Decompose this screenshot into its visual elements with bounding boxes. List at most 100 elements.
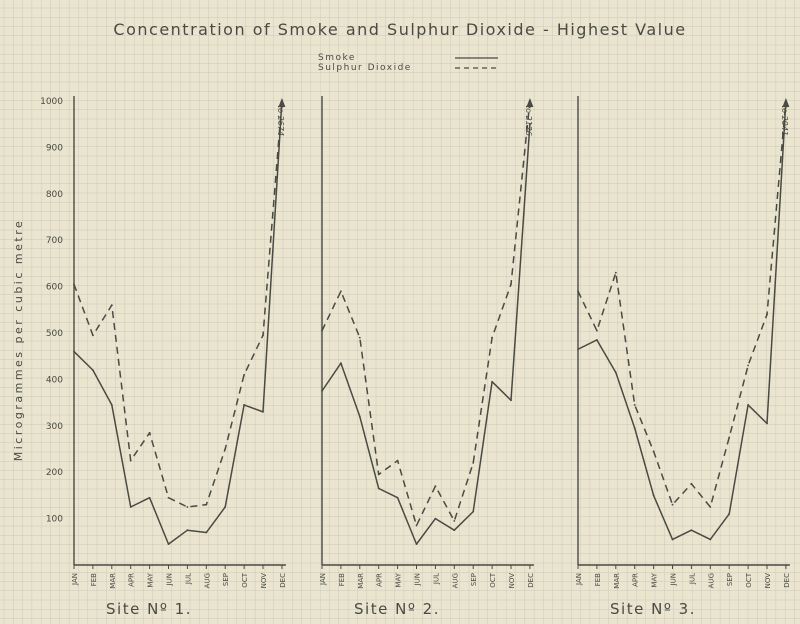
x-tick-label: DEC — [783, 573, 791, 588]
point-smoke — [709, 538, 712, 541]
series-line-smoke — [321, 124, 531, 545]
point-smoke — [129, 506, 132, 508]
x-tick-label: DEC — [527, 573, 535, 588]
point-sulphur-dioxide — [262, 334, 264, 337]
point-sulphur-dioxide — [358, 336, 361, 339]
y-tick-label: 800 — [46, 190, 63, 200]
y-tick-label: 400 — [46, 375, 63, 385]
series-line-smoke — [577, 100, 787, 541]
x-tick-label: MAR — [109, 573, 117, 589]
x-tick-label: JUL — [688, 573, 696, 585]
x-tick-label: JUL — [432, 573, 440, 585]
panel-title: Site Nº 3. — [610, 600, 696, 618]
legend-label-sulphur-dioxide: Sulphur Dioxide — [318, 63, 412, 73]
point-sulphur-dioxide — [577, 290, 579, 293]
point-sulphur-dioxide — [434, 485, 437, 488]
point-sulphur-dioxide — [129, 459, 132, 462]
x-tick-label: DEC — [279, 573, 287, 588]
point-sulphur-dioxide — [633, 404, 636, 406]
point-smoke — [614, 371, 617, 374]
x-tick-label: APR — [128, 573, 136, 587]
point-smoke — [396, 496, 399, 499]
x-tick-label: OCT — [489, 572, 497, 587]
point-smoke — [728, 513, 731, 515]
x-tick-label: SEP — [222, 573, 230, 586]
point-sulphur-dioxide — [321, 329, 323, 332]
point-sulphur-dioxide — [652, 450, 655, 453]
point-smoke — [262, 410, 264, 413]
point-smoke — [747, 404, 749, 406]
panels: JAN FEB MAR APR MAY JUN JUL AUG SEP OCT NOV DEC to 2… — [71, 96, 791, 618]
point-smoke — [377, 487, 380, 490]
y-tick-label: 100 — [46, 515, 63, 525]
x-tick-label: MAY — [395, 572, 403, 587]
panel-site-1: JAN FEB MAR APR MAY JUN JUL AUG SEP OCT NOV DEC to 2… — [71, 96, 287, 618]
off-scale-annotation: to 2126 — [524, 105, 533, 136]
x-tick-label: APR — [376, 573, 384, 587]
point-smoke — [243, 404, 246, 406]
y-tick-label: 900 — [46, 143, 63, 153]
point-smoke — [596, 339, 598, 341]
point-smoke — [321, 390, 323, 392]
x-tick-label: SEP — [726, 573, 734, 586]
point-smoke — [472, 510, 475, 513]
point-smoke — [167, 543, 170, 546]
point-smoke — [491, 380, 493, 383]
x-tick-label: JUN — [414, 573, 422, 586]
x-tick-label: SEP — [470, 573, 478, 586]
x-tick-label: JUL — [184, 573, 192, 585]
x-tick-label: FEB — [90, 573, 98, 586]
off-scale-arrow — [782, 98, 790, 107]
point-sulphur-dioxide — [747, 364, 749, 367]
point-smoke — [148, 496, 151, 499]
x-tick-label: JAN — [575, 573, 583, 586]
point-sulphur-dioxide — [510, 283, 512, 286]
point-smoke — [358, 415, 361, 418]
point-sulphur-dioxide — [167, 496, 170, 499]
point-smoke — [186, 529, 189, 532]
x-tick-label: APR — [632, 573, 640, 587]
point-sulphur-dioxide — [690, 482, 693, 485]
x-tick-label: OCT — [745, 572, 753, 587]
point-smoke — [652, 494, 655, 497]
point-sulphur-dioxide — [472, 462, 475, 464]
point-sulphur-dioxide — [340, 290, 342, 293]
series-line-smoke — [73, 100, 283, 545]
x-tick-label: JUN — [166, 573, 174, 586]
legend: Smoke Sulphur Dioxide — [318, 53, 498, 73]
point-smoke — [110, 404, 113, 406]
point-smoke — [340, 362, 342, 365]
point-sulphur-dioxide — [709, 506, 712, 508]
x-tick-label: NOV — [764, 573, 772, 589]
panel-title: Site Nº 2. — [354, 600, 440, 618]
x-tick-label: OCT — [241, 572, 249, 587]
point-sulphur-dioxide — [671, 503, 674, 506]
point-smoke — [529, 123, 531, 126]
off-scale-annotation: to 2674 — [276, 105, 285, 136]
x-tick-label: MAR — [613, 573, 621, 589]
point-smoke — [434, 517, 437, 520]
off-scale-annotation: to 2041 — [780, 105, 789, 136]
y-tick-label: 500 — [46, 329, 63, 339]
y-tick-label: 200 — [46, 468, 63, 478]
point-sulphur-dioxide — [110, 304, 113, 307]
y-tick-label: 700 — [46, 236, 63, 246]
y-tick-label: 600 — [46, 283, 63, 293]
point-sulphur-dioxide — [186, 506, 189, 508]
point-smoke — [73, 350, 75, 353]
x-tick-label: JAN — [71, 573, 79, 586]
x-tick-label: NOV — [508, 573, 516, 589]
point-sulphur-dioxide — [92, 334, 94, 337]
point-smoke — [671, 538, 674, 541]
point-sulphur-dioxide — [396, 459, 399, 462]
y-tick-label: 300 — [46, 422, 63, 432]
x-tick-label: NOV — [260, 573, 268, 589]
legend-label-smoke: Smoke — [318, 53, 356, 63]
y-tick-label: 1000 — [40, 97, 63, 107]
series-line-sulphur-dioxide — [321, 100, 531, 527]
point-smoke — [92, 369, 94, 372]
point-sulphur-dioxide — [224, 448, 227, 450]
